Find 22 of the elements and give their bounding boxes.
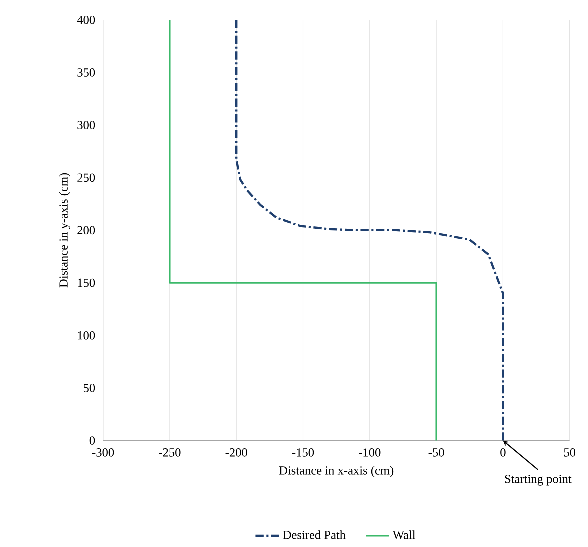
x-tick-label: -250 (159, 448, 181, 457)
y-tick-label: 350 (78, 68, 96, 77)
x-tick-label: -100 (359, 448, 381, 457)
y-tick-label: 200 (78, 226, 96, 235)
y-axis-title: Distance in y-axis (cm) (59, 174, 70, 288)
y-tick-label: 50 (84, 384, 96, 392)
y-tick-label: 250 (78, 174, 96, 182)
x-tick-label: -50 (428, 448, 444, 457)
annotation: Starting point (505, 475, 572, 486)
y-tick-label: 150 (78, 279, 96, 288)
y-tick-label: 300 (78, 121, 96, 130)
x-tick-label: -150 (292, 448, 314, 457)
legend-label: Wall (392, 530, 416, 540)
x-tick-label: 50 (564, 448, 576, 457)
y-tick-label: 100 (78, 332, 96, 340)
y-tick-label: 400 (77, 16, 96, 24)
x-tick-label: -200 (226, 448, 248, 457)
x-axis-title: Distance in x-axis (cm) (279, 466, 394, 478)
legend-label: Desired Path (283, 530, 346, 540)
x-tick-label: 0 (500, 448, 506, 457)
x-tick-label: -300 (92, 448, 114, 457)
y-tick-label: 0 (90, 436, 96, 446)
